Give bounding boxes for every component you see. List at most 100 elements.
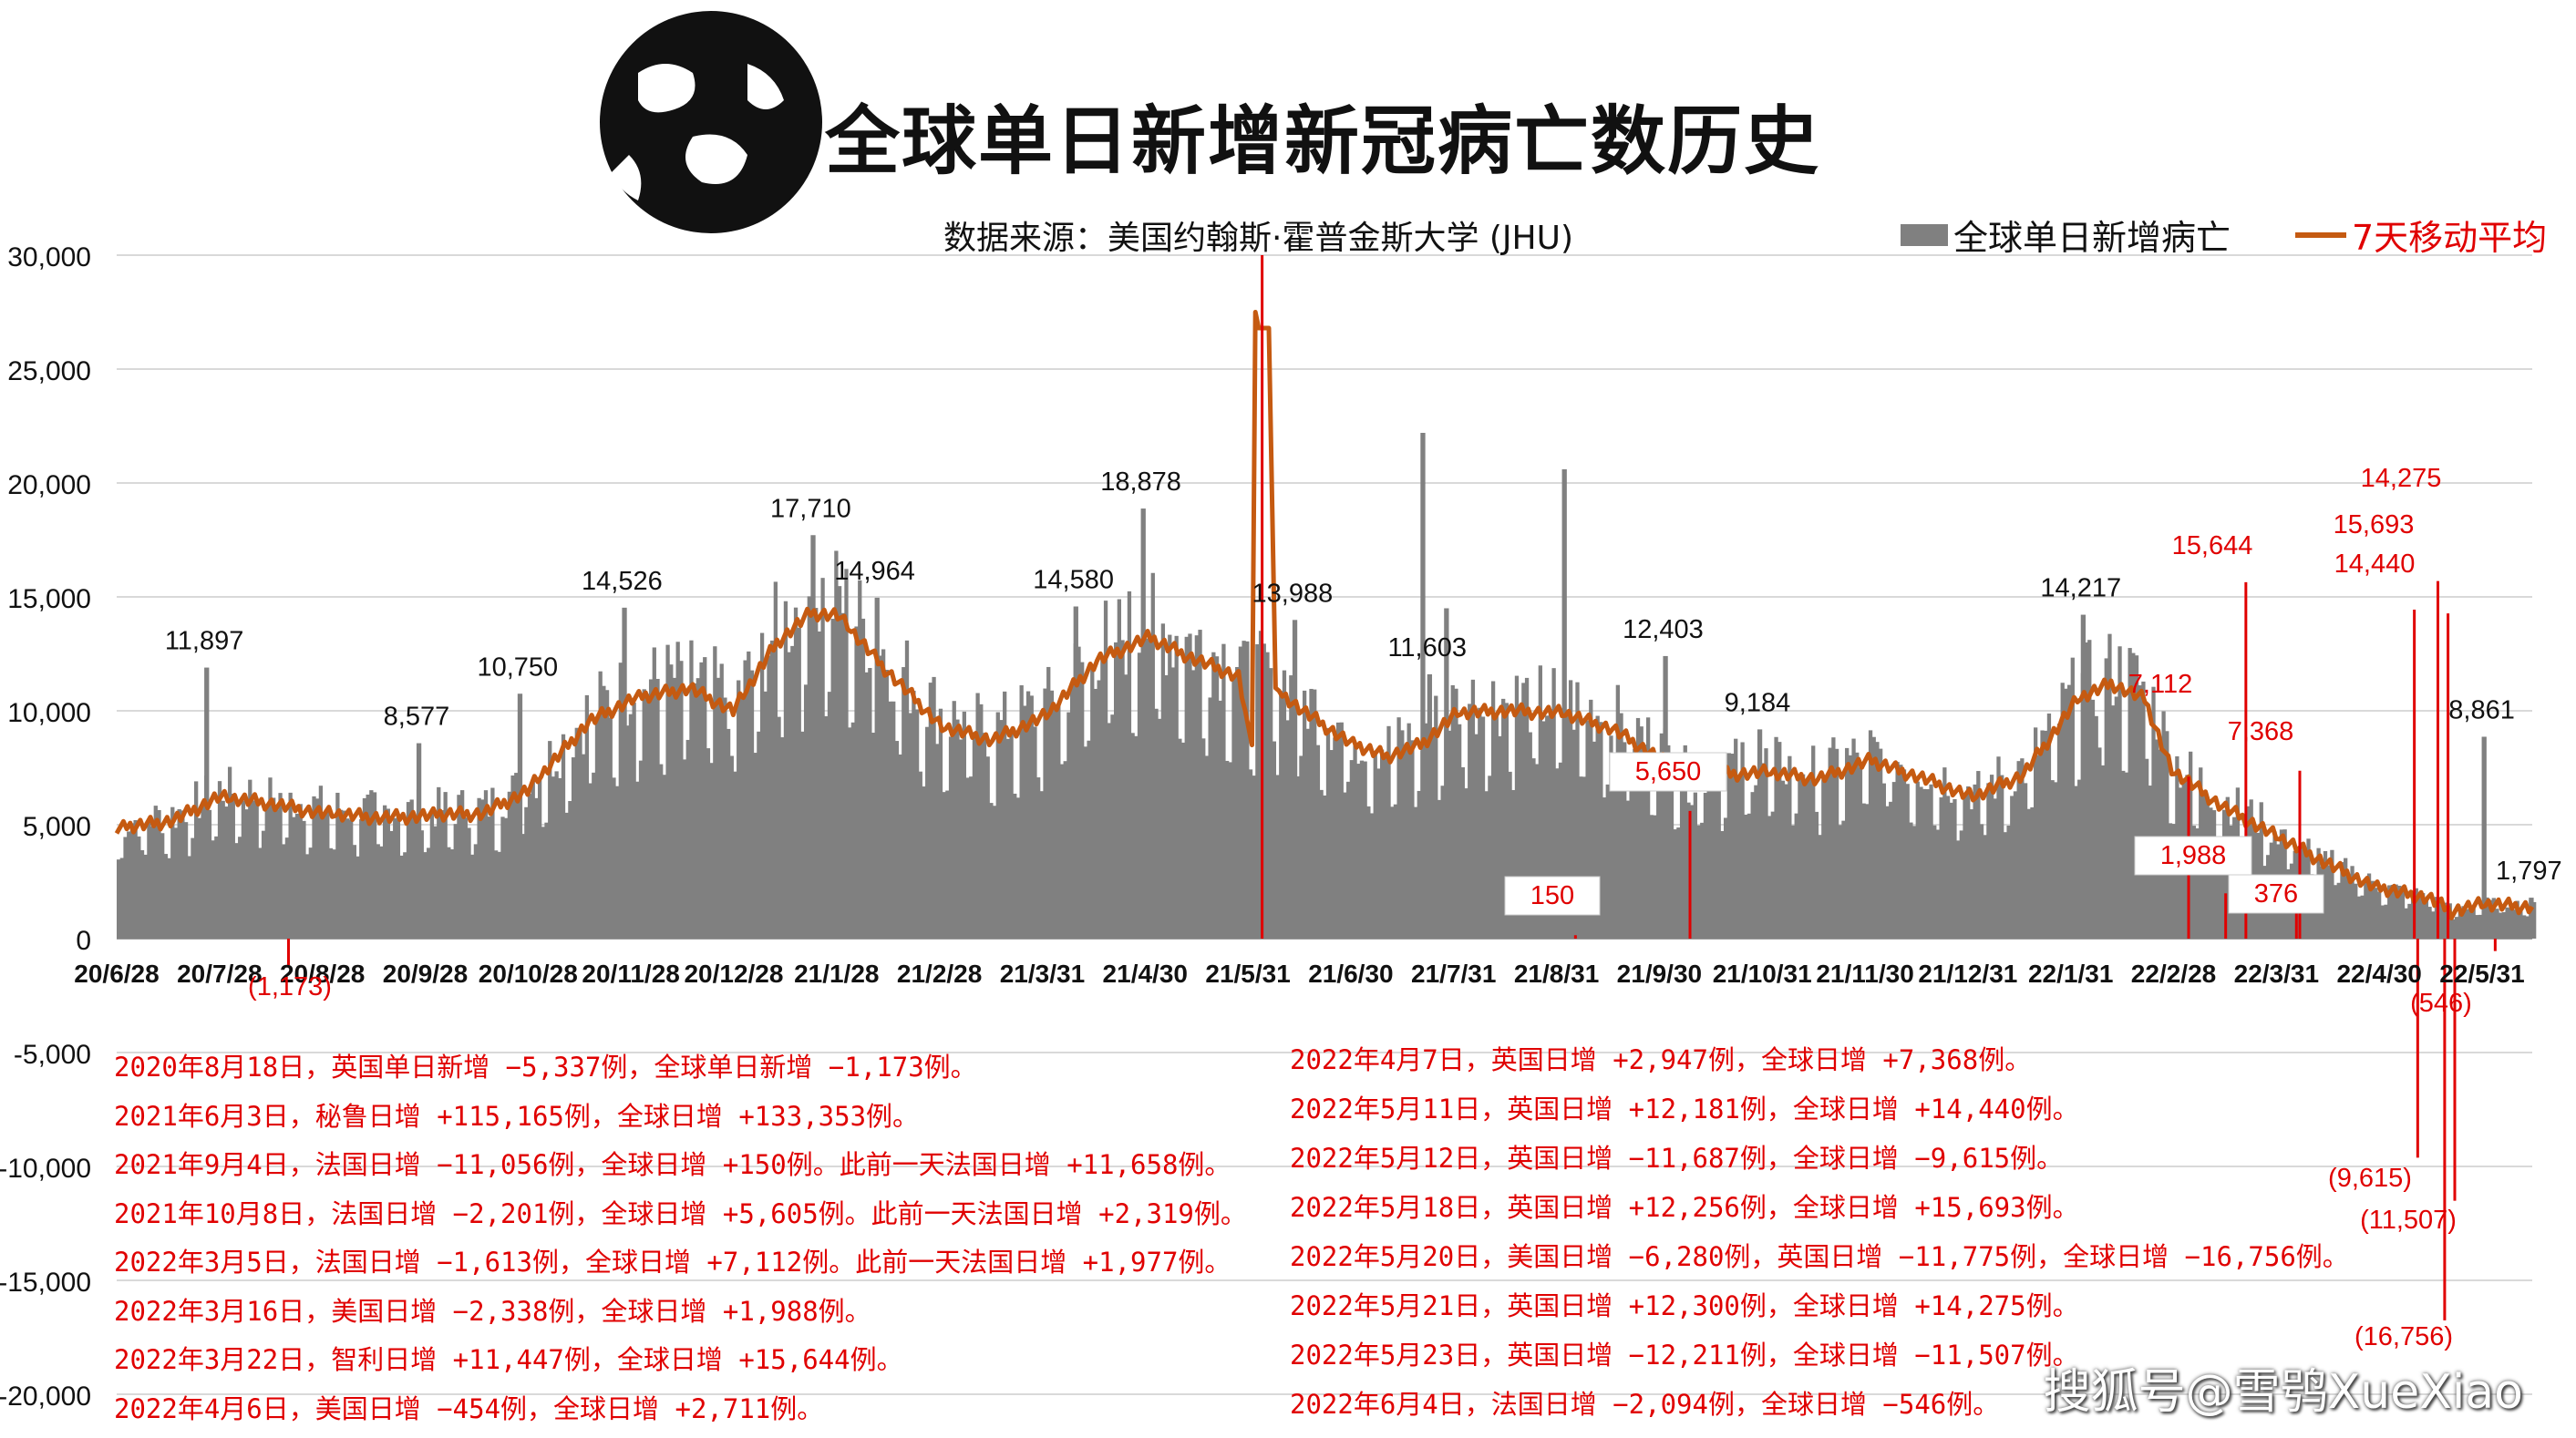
daily-bar <box>1643 745 1647 939</box>
red-value-label: 15,693 <box>2334 510 2415 539</box>
daily-bar <box>1272 741 1277 939</box>
daily-bar <box>2509 908 2513 939</box>
daily-bar <box>2064 688 2068 939</box>
daily-bar <box>355 856 360 939</box>
daily-bar <box>173 827 179 939</box>
daily-bar <box>726 728 731 939</box>
x-tick-label: 22/2/28 <box>2131 960 2216 988</box>
peak-value-label: 11,603 <box>1387 633 1467 663</box>
peak-value-label: 17,710 <box>770 494 851 523</box>
daily-bar <box>231 794 235 939</box>
daily-bar <box>2026 808 2031 939</box>
daily-bar <box>292 817 296 939</box>
daily-bar <box>902 667 906 939</box>
x-tick-label: 21/12/31 <box>1918 960 2017 988</box>
daily-bar <box>1676 827 1681 939</box>
watermark: 搜狐号@雪鸮XueXiao <box>2043 1365 2523 1420</box>
daily-bar <box>1865 804 1870 939</box>
daily-bar <box>675 642 680 939</box>
daily-bar <box>1468 704 1472 939</box>
daily-bar <box>1369 813 1375 939</box>
daily-bar <box>2485 897 2489 939</box>
daily-bar <box>379 846 384 939</box>
daily-bar <box>1127 591 1132 939</box>
peak-value-label: 12,403 <box>1623 615 1704 644</box>
daily-bar <box>2094 715 2098 939</box>
daily-bar <box>1430 727 1435 939</box>
daily-bar <box>848 727 852 939</box>
note-line: 2022年5月21日，英国日增 +12,300例，全球日增 +14,275例。 <box>1290 1290 2079 1321</box>
daily-bar <box>129 823 135 939</box>
daily-bar <box>1635 717 1641 939</box>
daily-bar <box>1066 712 1071 939</box>
daily-bar <box>962 711 966 939</box>
daily-bar <box>524 806 529 939</box>
daily-bar <box>1470 679 1476 939</box>
daily-bar <box>747 651 751 939</box>
daily-bar <box>1889 801 1893 939</box>
daily-bar <box>389 830 394 939</box>
daily-bar <box>1969 809 1974 939</box>
daily-bar <box>1700 822 1705 939</box>
daily-bar <box>119 858 124 939</box>
daily-bar <box>427 847 431 939</box>
note-line: 2022年5月20日，美国日增 −6,280例，英国日增 −11,775例，全球… <box>1290 1241 2349 1272</box>
daily-bar <box>2330 849 2334 939</box>
daily-bar <box>1315 745 1321 939</box>
daily-bar <box>1845 747 1850 939</box>
daily-bar <box>844 569 849 939</box>
daily-bar <box>1184 636 1189 939</box>
daily-bar <box>1945 796 1951 939</box>
daily-bar <box>1231 677 1236 939</box>
daily-bar <box>1818 835 1822 939</box>
daily-bar <box>1474 734 1479 939</box>
daily-bar <box>1386 725 1391 939</box>
daily-bar <box>1949 802 1953 939</box>
daily-bar <box>1723 817 1728 939</box>
daily-bar <box>2346 877 2352 939</box>
daily-bar <box>1760 763 1765 939</box>
daily-bar <box>201 801 205 939</box>
daily-bar <box>264 807 269 939</box>
daily-bar <box>682 759 687 939</box>
daily-bar <box>790 645 795 939</box>
daily-bar <box>1514 675 1520 939</box>
daily-bar <box>211 840 215 939</box>
daily-bar <box>1275 775 1280 939</box>
daily-bar <box>372 792 377 939</box>
daily-bar <box>133 820 138 939</box>
daily-bar <box>170 806 175 939</box>
daily-bar <box>1023 705 1027 939</box>
peak-value-label: 14,217 <box>2040 574 2121 603</box>
daily-bar <box>837 586 842 939</box>
daily-bar <box>1929 784 1933 939</box>
daily-bar <box>2511 909 2517 939</box>
x-tick-label: 22/1/31 <box>2028 960 2113 988</box>
daily-bar <box>652 647 656 939</box>
daily-bar <box>2471 909 2476 939</box>
legend-line-swatch <box>2295 231 2346 238</box>
note-line: 2022年3月16日，美国日增 −2,338例，全球日增 +1,988例。 <box>114 1295 871 1327</box>
daily-bar <box>1875 742 1880 939</box>
y-tick-label: 30,000 <box>7 242 91 272</box>
x-tick-label: 20/9/28 <box>383 960 468 988</box>
daily-bar <box>1800 774 1806 939</box>
daily-bar <box>689 640 694 939</box>
daily-bar <box>2370 880 2375 939</box>
red-value-labels: (1,173) 150 5,650 7,112 1,988 15,644 7,368 376 1… <box>248 464 2472 1351</box>
daily-bar <box>1498 735 1502 939</box>
daily-bar <box>925 726 930 939</box>
red-value-label: 1,988 <box>2160 841 2227 870</box>
daily-bar <box>1754 785 1758 939</box>
daily-bar <box>1478 707 1482 939</box>
daily-bar <box>1107 723 1111 939</box>
daily-bar <box>1955 840 1961 939</box>
red-label-box <box>2228 874 2324 914</box>
daily-bar <box>618 663 623 939</box>
daily-bar <box>1798 776 1802 939</box>
daily-bar <box>254 800 259 939</box>
daily-bar <box>1686 802 1691 939</box>
daily-bar <box>139 849 145 939</box>
daily-bar <box>948 736 953 939</box>
daily-bar <box>1730 754 1735 939</box>
